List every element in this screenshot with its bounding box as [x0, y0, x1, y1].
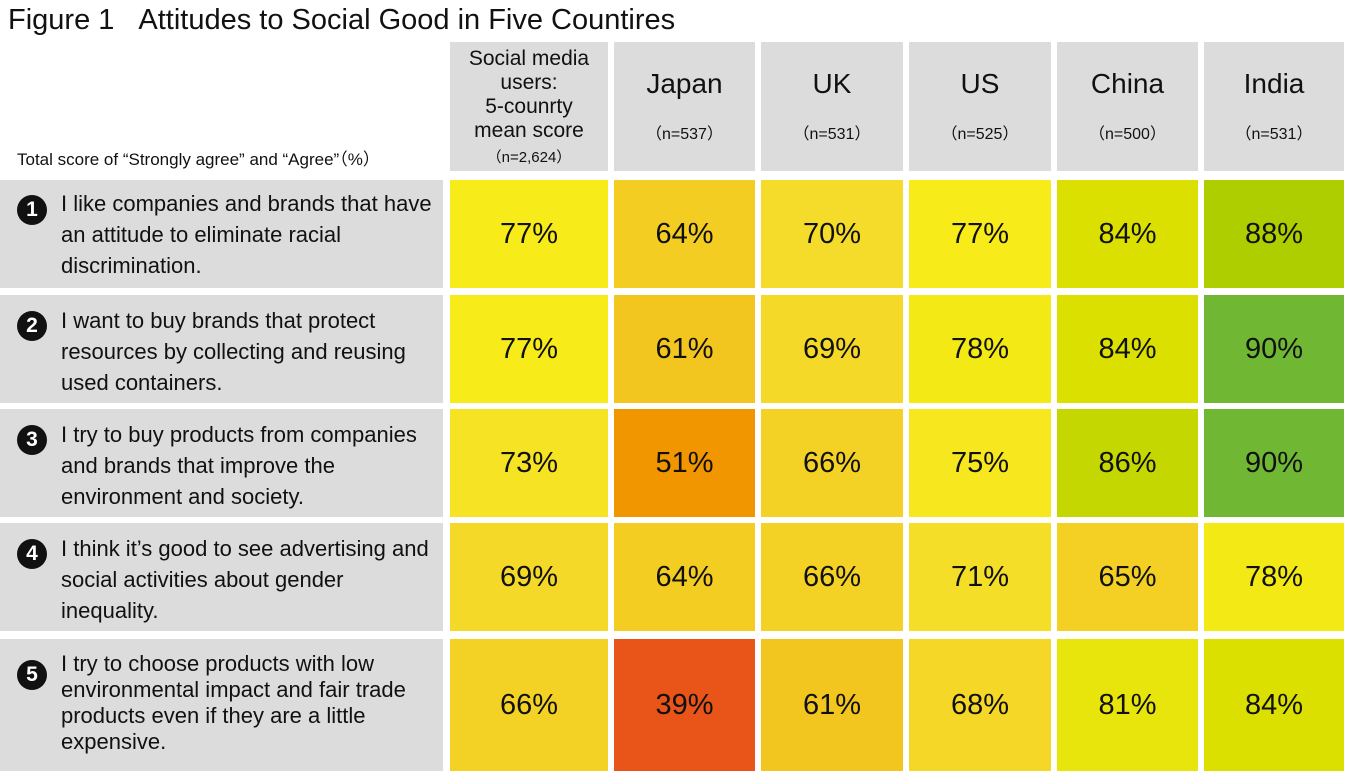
heatmap-cell: 77%	[450, 180, 608, 288]
heatmap-cell: 66%	[761, 523, 903, 631]
heatmap-cell: 90%	[1204, 409, 1344, 517]
figure-title: Attitudes to Social Good in Five Countir…	[138, 4, 676, 36]
row-number-badge: 5	[17, 660, 47, 690]
column-sample-size: （n=525）	[941, 126, 1019, 143]
column-name: Japan	[646, 68, 723, 99]
figure-number: Figure 1	[8, 4, 115, 36]
row-label: I try to buy products from companies and…	[61, 422, 417, 509]
heatmap-cell: 81%	[1057, 639, 1198, 771]
row-label: I want to buy brands that protect resour…	[61, 308, 406, 395]
column-sample-size: （n=531）	[1235, 126, 1313, 143]
row-label: I think it’s good to see advertising and…	[61, 536, 429, 623]
heatmap-cell: 66%	[450, 639, 608, 771]
chart-title: Figure 1 Attitudes to Social Good in Five…	[8, 4, 675, 37]
heatmap-cell: 77%	[909, 180, 1051, 288]
column-name: India	[1243, 68, 1305, 99]
heatmap-cell: 84%	[1057, 295, 1198, 403]
column-sample-size: （n=500）	[1089, 126, 1166, 143]
row-label-cell	[0, 523, 443, 631]
heatmap-cell: 69%	[761, 295, 903, 403]
heatmap-cell: 78%	[909, 295, 1051, 403]
heatmap-cell: 51%	[614, 409, 755, 517]
heatmap-cell: 75%	[909, 409, 1051, 517]
column-sample-size: （n=2,624）	[486, 149, 572, 166]
heatmap-cell: 84%	[1057, 180, 1198, 288]
heatmap-cell: 39%	[614, 639, 755, 771]
column-name-line: Social media	[468, 47, 590, 70]
unit-label: Total score of “Strongly agree” and “Agr…	[17, 150, 380, 169]
row-label-cell	[0, 180, 443, 288]
heatmap-cell: 69%	[450, 523, 608, 631]
column-name-line: 5-counrty	[485, 95, 573, 118]
row-number-badge: 3	[17, 425, 47, 455]
column-header: UK （n=531）	[761, 42, 903, 171]
row-label: I try to choose products with low enviro…	[61, 651, 406, 754]
column-sample-size: （n=531）	[793, 126, 871, 143]
row-label-cell	[0, 409, 443, 517]
row-label-cell	[0, 639, 443, 771]
row-number-badge: 2	[17, 311, 47, 341]
column-header: India （n=531）	[1204, 42, 1344, 171]
heatmap-cell: 86%	[1057, 409, 1198, 517]
column-header: Japan （n=537）	[614, 42, 755, 171]
heatmap-cell: 64%	[614, 523, 755, 631]
heatmap-cell: 64%	[614, 180, 755, 288]
column-name-line: mean score	[474, 119, 584, 142]
column-name-line: users:	[500, 71, 558, 94]
heatmap-cell: 71%	[909, 523, 1051, 631]
row-number-badge: 4	[17, 539, 47, 569]
heatmap-cell: 66%	[761, 409, 903, 517]
heatmap-cell: 70%	[761, 180, 903, 288]
column-name: China	[1090, 68, 1165, 99]
column-header: Social media users: 5-counrty mean score （n=…	[450, 42, 608, 171]
column-name: US	[960, 68, 1000, 99]
heatmap-cell: 90%	[1204, 295, 1344, 403]
row-number-badge: 1	[17, 195, 47, 225]
heatmap-cell: 77%	[450, 295, 608, 403]
column-header: China （n=500）	[1057, 42, 1198, 171]
heatmap-cell: 84%	[1204, 639, 1344, 771]
row-label: I like companies and brands that have an…	[61, 191, 432, 278]
column-name: UK	[812, 68, 852, 99]
row-label-cell	[0, 295, 443, 403]
heatmap-cell: 61%	[614, 295, 755, 403]
heatmap-cell: 88%	[1204, 180, 1344, 288]
column-header: US （n=525）	[909, 42, 1051, 171]
column-sample-size: （n=537）	[646, 126, 723, 143]
heatmap-cell: 68%	[909, 639, 1051, 771]
column-name: Social media users: 5-counrty mean score	[450, 47, 608, 143]
heatmap-cell: 61%	[761, 639, 903, 771]
heatmap-cell: 78%	[1204, 523, 1344, 631]
heatmap-cell: 73%	[450, 409, 608, 517]
heatmap-cell: 65%	[1057, 523, 1198, 631]
